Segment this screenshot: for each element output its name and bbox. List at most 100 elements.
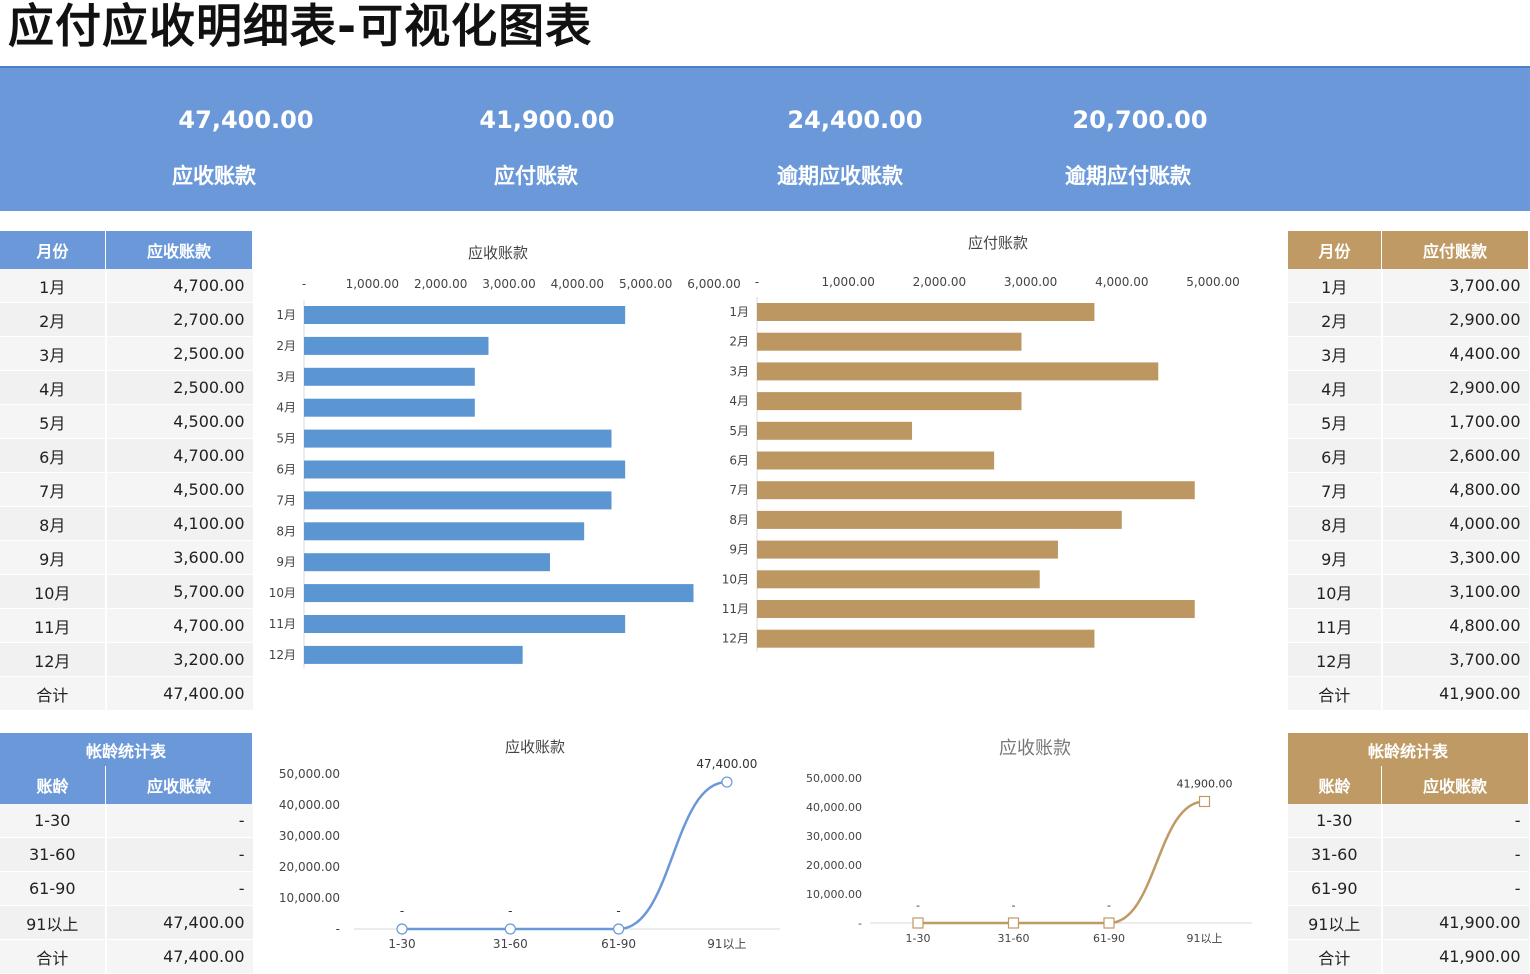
- table-row: 31-60-: [1288, 837, 1529, 872]
- row-value: -: [1381, 871, 1529, 906]
- kpi-receivable-label: 应收账款: [172, 164, 256, 188]
- row-label: 3月: [1288, 336, 1383, 371]
- table-row: 10月 5,700.00: [0, 574, 253, 609]
- bar: [757, 332, 1022, 351]
- row-value: 4,800.00: [1381, 608, 1529, 643]
- data-label: -: [1012, 899, 1016, 912]
- row-value: 3,100.00: [1381, 574, 1529, 609]
- col-header-payable: 应付账款: [1381, 231, 1529, 269]
- chart-title: 应收账款: [505, 738, 565, 756]
- data-point: [1007, 917, 1020, 929]
- y-tick-label: 4月: [276, 401, 296, 415]
- bar: [757, 629, 1095, 648]
- row-label: 91以上: [1288, 905, 1383, 940]
- row-value: 4,500.00: [105, 472, 253, 507]
- chart-title: 应付账款: [968, 234, 1028, 252]
- x-tick-label: 1,000.00: [821, 275, 874, 289]
- data-label: -: [1107, 899, 1111, 912]
- row-value: 3,700.00: [1381, 642, 1529, 677]
- x-tick-label: 91以上: [707, 937, 746, 951]
- row-label: 9月: [1288, 540, 1383, 575]
- row-value: 2,500.00: [105, 370, 253, 405]
- row-label: 合计: [1288, 939, 1383, 974]
- y-tick-label: 8月: [729, 513, 749, 527]
- row-value: 4,500.00: [105, 404, 253, 439]
- table-row: 合计 41,900.00: [1288, 676, 1529, 711]
- table-row: 11月 4,700.00: [0, 608, 253, 643]
- y-tick-label: 50,000.00: [806, 772, 862, 785]
- kpi-receivable-value: 47,400.00: [178, 106, 314, 134]
- bar: [304, 306, 626, 324]
- y-tick-label: 1月: [276, 308, 296, 322]
- aging-caption: 帐龄统计表: [1288, 733, 1529, 766]
- bar: [304, 615, 626, 633]
- table-row: 9月 3,300.00: [1288, 540, 1529, 575]
- kpi-payable-label: 应付账款: [494, 164, 578, 188]
- chart-title: 应收账款: [999, 738, 1071, 759]
- y-tick-label: 2月: [276, 339, 296, 353]
- row-label: 12月: [0, 642, 107, 677]
- row-value: -: [1381, 837, 1529, 872]
- y-tick-label: 2月: [729, 335, 749, 349]
- table-row: 5月 1,700.00: [1288, 404, 1529, 439]
- row-value: 4,700.00: [105, 438, 253, 473]
- bar: [304, 398, 475, 417]
- data-label: 41,900.00: [1177, 777, 1233, 790]
- receivable-table: 月份 应收账款 1月 4,700.00 2月 2,700.00 3月 2,500.00 4月…: [0, 231, 253, 711]
- table-row: 91以上 41,900.00: [1288, 905, 1529, 940]
- y-tick-label: 10月: [269, 586, 296, 600]
- bar: [757, 451, 995, 470]
- row-label: 2月: [1288, 302, 1383, 337]
- col-header-aging: 账龄: [1288, 766, 1382, 804]
- y-tick-label: 12月: [722, 632, 749, 646]
- x-tick-label: 1-30: [388, 937, 415, 951]
- data-point: [912, 917, 924, 929]
- table-row: 7月 4,500.00: [0, 472, 253, 507]
- table-row: 11月 4,800.00: [1288, 608, 1529, 643]
- aging-caption: 帐龄统计表: [0, 733, 253, 766]
- bar: [304, 553, 550, 572]
- y-tick-label: 9月: [276, 555, 296, 569]
- table-row: 4月 2,900.00: [1288, 370, 1529, 405]
- data-point: [396, 923, 408, 935]
- table-row: 61-90-: [1288, 871, 1529, 906]
- row-value: 4,400.00: [1381, 336, 1529, 371]
- y-tick-label: 11月: [269, 617, 296, 631]
- bar: [757, 570, 1040, 589]
- table-row: 合计 47,400.00: [0, 939, 253, 974]
- row-value: -: [105, 871, 253, 906]
- x-tick-label: 1,000.00: [346, 277, 399, 291]
- payable-bar-chart: 应付账款 - 1,000.00 2,000.00 3,000.00 4,000.00 5,0…: [722, 234, 1240, 652]
- y-tick-label: 7月: [276, 493, 296, 507]
- kpi-overdue-receivable-label: 逾期应收账款: [777, 164, 903, 188]
- bar: [757, 303, 1095, 321]
- data-point: [504, 923, 516, 935]
- row-value: 4,700.00: [105, 269, 253, 303]
- row-value: 4,700.00: [105, 608, 253, 643]
- table-row: 6月 4,700.00: [0, 438, 253, 473]
- y-tick-label: 12月: [269, 648, 296, 662]
- row-label: 合计: [1288, 676, 1383, 711]
- row-value: 2,700.00: [105, 302, 253, 337]
- y-tick-label: 6月: [276, 463, 296, 477]
- table-row: 9月 3,600.00: [0, 540, 253, 575]
- row-value: 41,900.00: [1381, 939, 1529, 974]
- table-row: 91以上 47,400.00: [0, 905, 253, 940]
- col-header-month: 月份: [1288, 231, 1382, 269]
- row-value: 47,400.00: [105, 939, 253, 974]
- data-point: [1198, 795, 1211, 808]
- x-tick-label: 31-60: [998, 932, 1030, 945]
- row-value: -: [105, 837, 253, 872]
- row-label: 8月: [1288, 506, 1383, 541]
- row-label: 31-60: [1288, 837, 1383, 872]
- data-label: 47,400.00: [696, 757, 757, 771]
- row-value: 2,900.00: [1381, 302, 1529, 337]
- y-tick-label: 20,000.00: [279, 860, 340, 874]
- row-label: 1月: [0, 269, 107, 303]
- row-value: 3,300.00: [1381, 540, 1529, 575]
- bar: [757, 510, 1122, 529]
- x-tick-label: 6,000.00: [687, 277, 740, 291]
- row-label: 4月: [1288, 370, 1383, 405]
- y-tick-label: 5月: [276, 432, 296, 446]
- row-value: 47,400.00: [105, 905, 253, 940]
